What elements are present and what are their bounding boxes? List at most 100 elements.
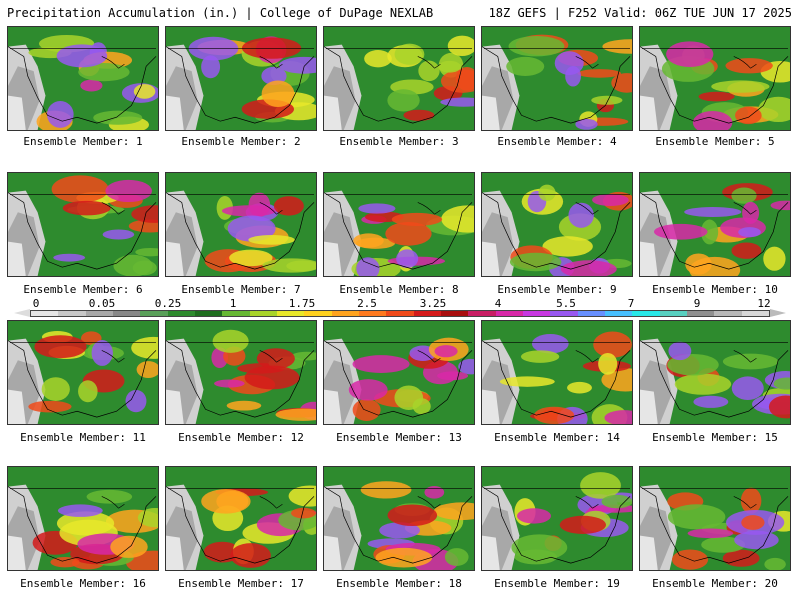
ensemble-member-label: Ensemble Member: 8 [339, 283, 459, 296]
legend-swatch [167, 311, 195, 316]
legend-swatch [31, 311, 59, 316]
legend-swatch [222, 311, 250, 316]
precip-map [482, 27, 632, 130]
precip-map [166, 321, 316, 424]
precip-map [640, 321, 790, 424]
ensemble-member-label: Ensemble Member: 13 [336, 431, 462, 444]
legend-swatch [358, 311, 387, 316]
legend-swatch [522, 311, 551, 316]
ensemble-member-label: Ensemble Member: 7 [181, 283, 301, 296]
ensemble-member-label: Ensemble Member: 10 [652, 283, 778, 296]
precip-map [324, 27, 474, 130]
ensemble-member-label: Ensemble Member: 1 [23, 135, 143, 148]
ensemble-member-label: Ensemble Member: 19 [494, 577, 620, 590]
precip-map [8, 321, 158, 424]
ensemble-map-panel [639, 466, 791, 571]
legend-tick-label: 2.5 [357, 297, 377, 310]
precip-map [324, 173, 474, 276]
legend-tick-label: 0.25 [154, 297, 182, 310]
legend-swatch [632, 311, 660, 316]
chart-title: Precipitation Accumulation (in.) | Colle… [7, 6, 434, 20]
ensemble-member-label: Ensemble Member: 2 [181, 135, 301, 148]
precip-map [482, 321, 632, 424]
legend-tick-label: 0.05 [88, 297, 116, 310]
ensemble-map-panel [481, 320, 633, 425]
ensemble-map-panel [639, 172, 791, 277]
ensemble-map-panel [323, 26, 475, 131]
precip-map [324, 467, 474, 570]
precip-legend: 0 0.05 0.25 1 1.75 2.5 3.25 4 5.5 7 9 12 [0, 297, 800, 319]
legend-arrow-left-icon [14, 309, 30, 317]
legend-swatch [604, 311, 633, 316]
ensemble-member-label: Ensemble Member: 11 [20, 431, 146, 444]
legend-tick-label: 1.75 [288, 297, 316, 310]
legend-swatch [112, 311, 141, 316]
ensemble-map-panel [481, 26, 633, 131]
ensemble-member-label: Ensemble Member: 14 [494, 431, 620, 444]
ensemble-member-label: Ensemble Member: 6 [23, 283, 143, 296]
legend-swatch [276, 311, 305, 316]
precip-map [324, 321, 474, 424]
ensemble-member-label: Ensemble Member: 5 [655, 135, 775, 148]
ensemble-map-panel [639, 26, 791, 131]
legend-tick-label: 5.5 [556, 297, 576, 310]
precip-map [8, 467, 158, 570]
ensemble-member-label: Ensemble Member: 12 [178, 431, 304, 444]
legend-tick-label: 12 [757, 297, 771, 310]
legend-swatch [659, 311, 687, 316]
ensemble-map-panel [323, 466, 475, 571]
legend-tick-label: 1 [229, 297, 237, 310]
legend-arrow-right-icon [770, 309, 786, 317]
legend-swatch [440, 311, 469, 316]
legend-swatch [249, 311, 277, 316]
precip-map [640, 27, 790, 130]
precip-map [166, 173, 316, 276]
ensemble-map-panel [165, 172, 317, 277]
legend-tick-label: 9 [693, 297, 701, 310]
precip-map [482, 173, 632, 276]
legend-swatch [577, 311, 605, 316]
legend-swatch [714, 311, 742, 316]
precip-map [640, 467, 790, 570]
precip-map [482, 467, 632, 570]
ensemble-map-panel [165, 466, 317, 571]
legend-swatch [331, 311, 359, 316]
legend-swatch [386, 311, 414, 316]
legend-swatch [468, 311, 496, 316]
ensemble-member-label: Ensemble Member: 18 [336, 577, 462, 590]
ensemble-member-label: Ensemble Member: 4 [497, 135, 617, 148]
legend-swatch [58, 311, 86, 316]
ensemble-map-panel [165, 320, 317, 425]
legend-swatch [741, 311, 769, 316]
legend-swatch [194, 311, 223, 316]
ensemble-map-panel [323, 320, 475, 425]
legend-swatch [85, 311, 113, 316]
ensemble-member-label: Ensemble Member: 15 [652, 431, 778, 444]
run-info: 18Z GEFS | F252 Valid: 06Z TUE JUN 17 20… [488, 6, 792, 20]
ensemble-member-label: Ensemble Member: 3 [339, 135, 459, 148]
precip-map [166, 467, 316, 570]
legend-swatch [550, 311, 578, 316]
legend-swatch [413, 311, 441, 316]
ensemble-map-panel [7, 26, 159, 131]
legend-tick-label: 3.25 [419, 297, 447, 310]
legend-swatch [686, 311, 715, 316]
ensemble-map-panel [481, 466, 633, 571]
ensemble-member-label: Ensemble Member: 17 [178, 577, 304, 590]
ensemble-map-panel [7, 320, 159, 425]
ensemble-map-panel [7, 466, 159, 571]
ensemble-map-panel [7, 172, 159, 277]
legend-swatch [495, 311, 523, 316]
legend-swatch [140, 311, 168, 316]
ensemble-map-panel [165, 26, 317, 131]
legend-tick-label: 0 [32, 297, 40, 310]
legend-tick-label: 7 [627, 297, 635, 310]
ensemble-map-panel [323, 172, 475, 277]
ensemble-member-label: Ensemble Member: 20 [652, 577, 778, 590]
ensemble-member-label: Ensemble Member: 16 [20, 577, 146, 590]
ensemble-map-panel [639, 320, 791, 425]
precip-map [166, 27, 316, 130]
precip-map [8, 173, 158, 276]
precip-map [640, 173, 790, 276]
ensemble-map-panel [481, 172, 633, 277]
